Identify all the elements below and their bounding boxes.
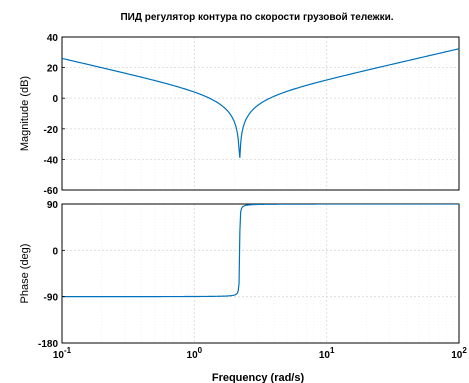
y-tick-label: -20 (44, 125, 59, 136)
magnitude-line (62, 48, 459, 158)
magnitude-curve (62, 48, 459, 158)
y-tick-label: 0 (52, 94, 58, 105)
x-tick-label: 101 (319, 346, 335, 361)
y-tick-label: 90 (47, 200, 59, 211)
y-tick-label: -60 (44, 186, 59, 197)
y-tick-label: 20 (47, 64, 59, 75)
phase-grid (61, 203, 460, 344)
x-tick-base: 10 (319, 350, 331, 361)
x-tick-exponent: -1 (64, 346, 72, 355)
y-tick-label: -40 (44, 155, 59, 166)
magnitude-grid (61, 36, 460, 191)
x-tick-exponent: 2 (462, 346, 467, 355)
x-tick-exponent: 0 (198, 346, 203, 355)
phase-y-axis-label: Phase (deg) (19, 244, 31, 304)
x-tick-label: 102 (451, 346, 467, 361)
x-tick-base: 10 (53, 350, 65, 361)
magnitude-y-ticks: -60 -40 -20 0 20 40 (44, 33, 65, 197)
y-tick-label: -180 (38, 339, 58, 350)
magnitude-plot-area (61, 36, 460, 191)
phase-x-ticks: 10-1 100 101 102 (53, 346, 467, 361)
phase-plot-area (61, 203, 460, 344)
figure-title: ПИД регулятор контура по скорости грузов… (120, 12, 393, 23)
y-tick-label: 0 (52, 246, 58, 257)
magnitude-y-axis-label: Magnitude (dB) (19, 76, 31, 151)
y-tick-label: 40 (47, 33, 59, 44)
x-tick-base: 10 (451, 350, 463, 361)
phase-curve (62, 204, 459, 298)
x-tick-label: 10-1 (53, 346, 72, 361)
phase-line (62, 204, 459, 298)
magnitude-plot-area-border (61, 36, 460, 191)
x-axis-label: Frequency (rad/s) (212, 372, 305, 383)
x-tick-exponent: 1 (330, 346, 335, 355)
x-tick-label: 100 (187, 346, 203, 361)
phase-y-ticks: -180 -90 0 90 (38, 200, 65, 350)
x-tick-base: 10 (187, 350, 199, 361)
magnitude-axes: -60 -40 -20 0 20 40 Magnitude (dB) (19, 33, 460, 197)
y-tick-label: -90 (44, 293, 59, 304)
